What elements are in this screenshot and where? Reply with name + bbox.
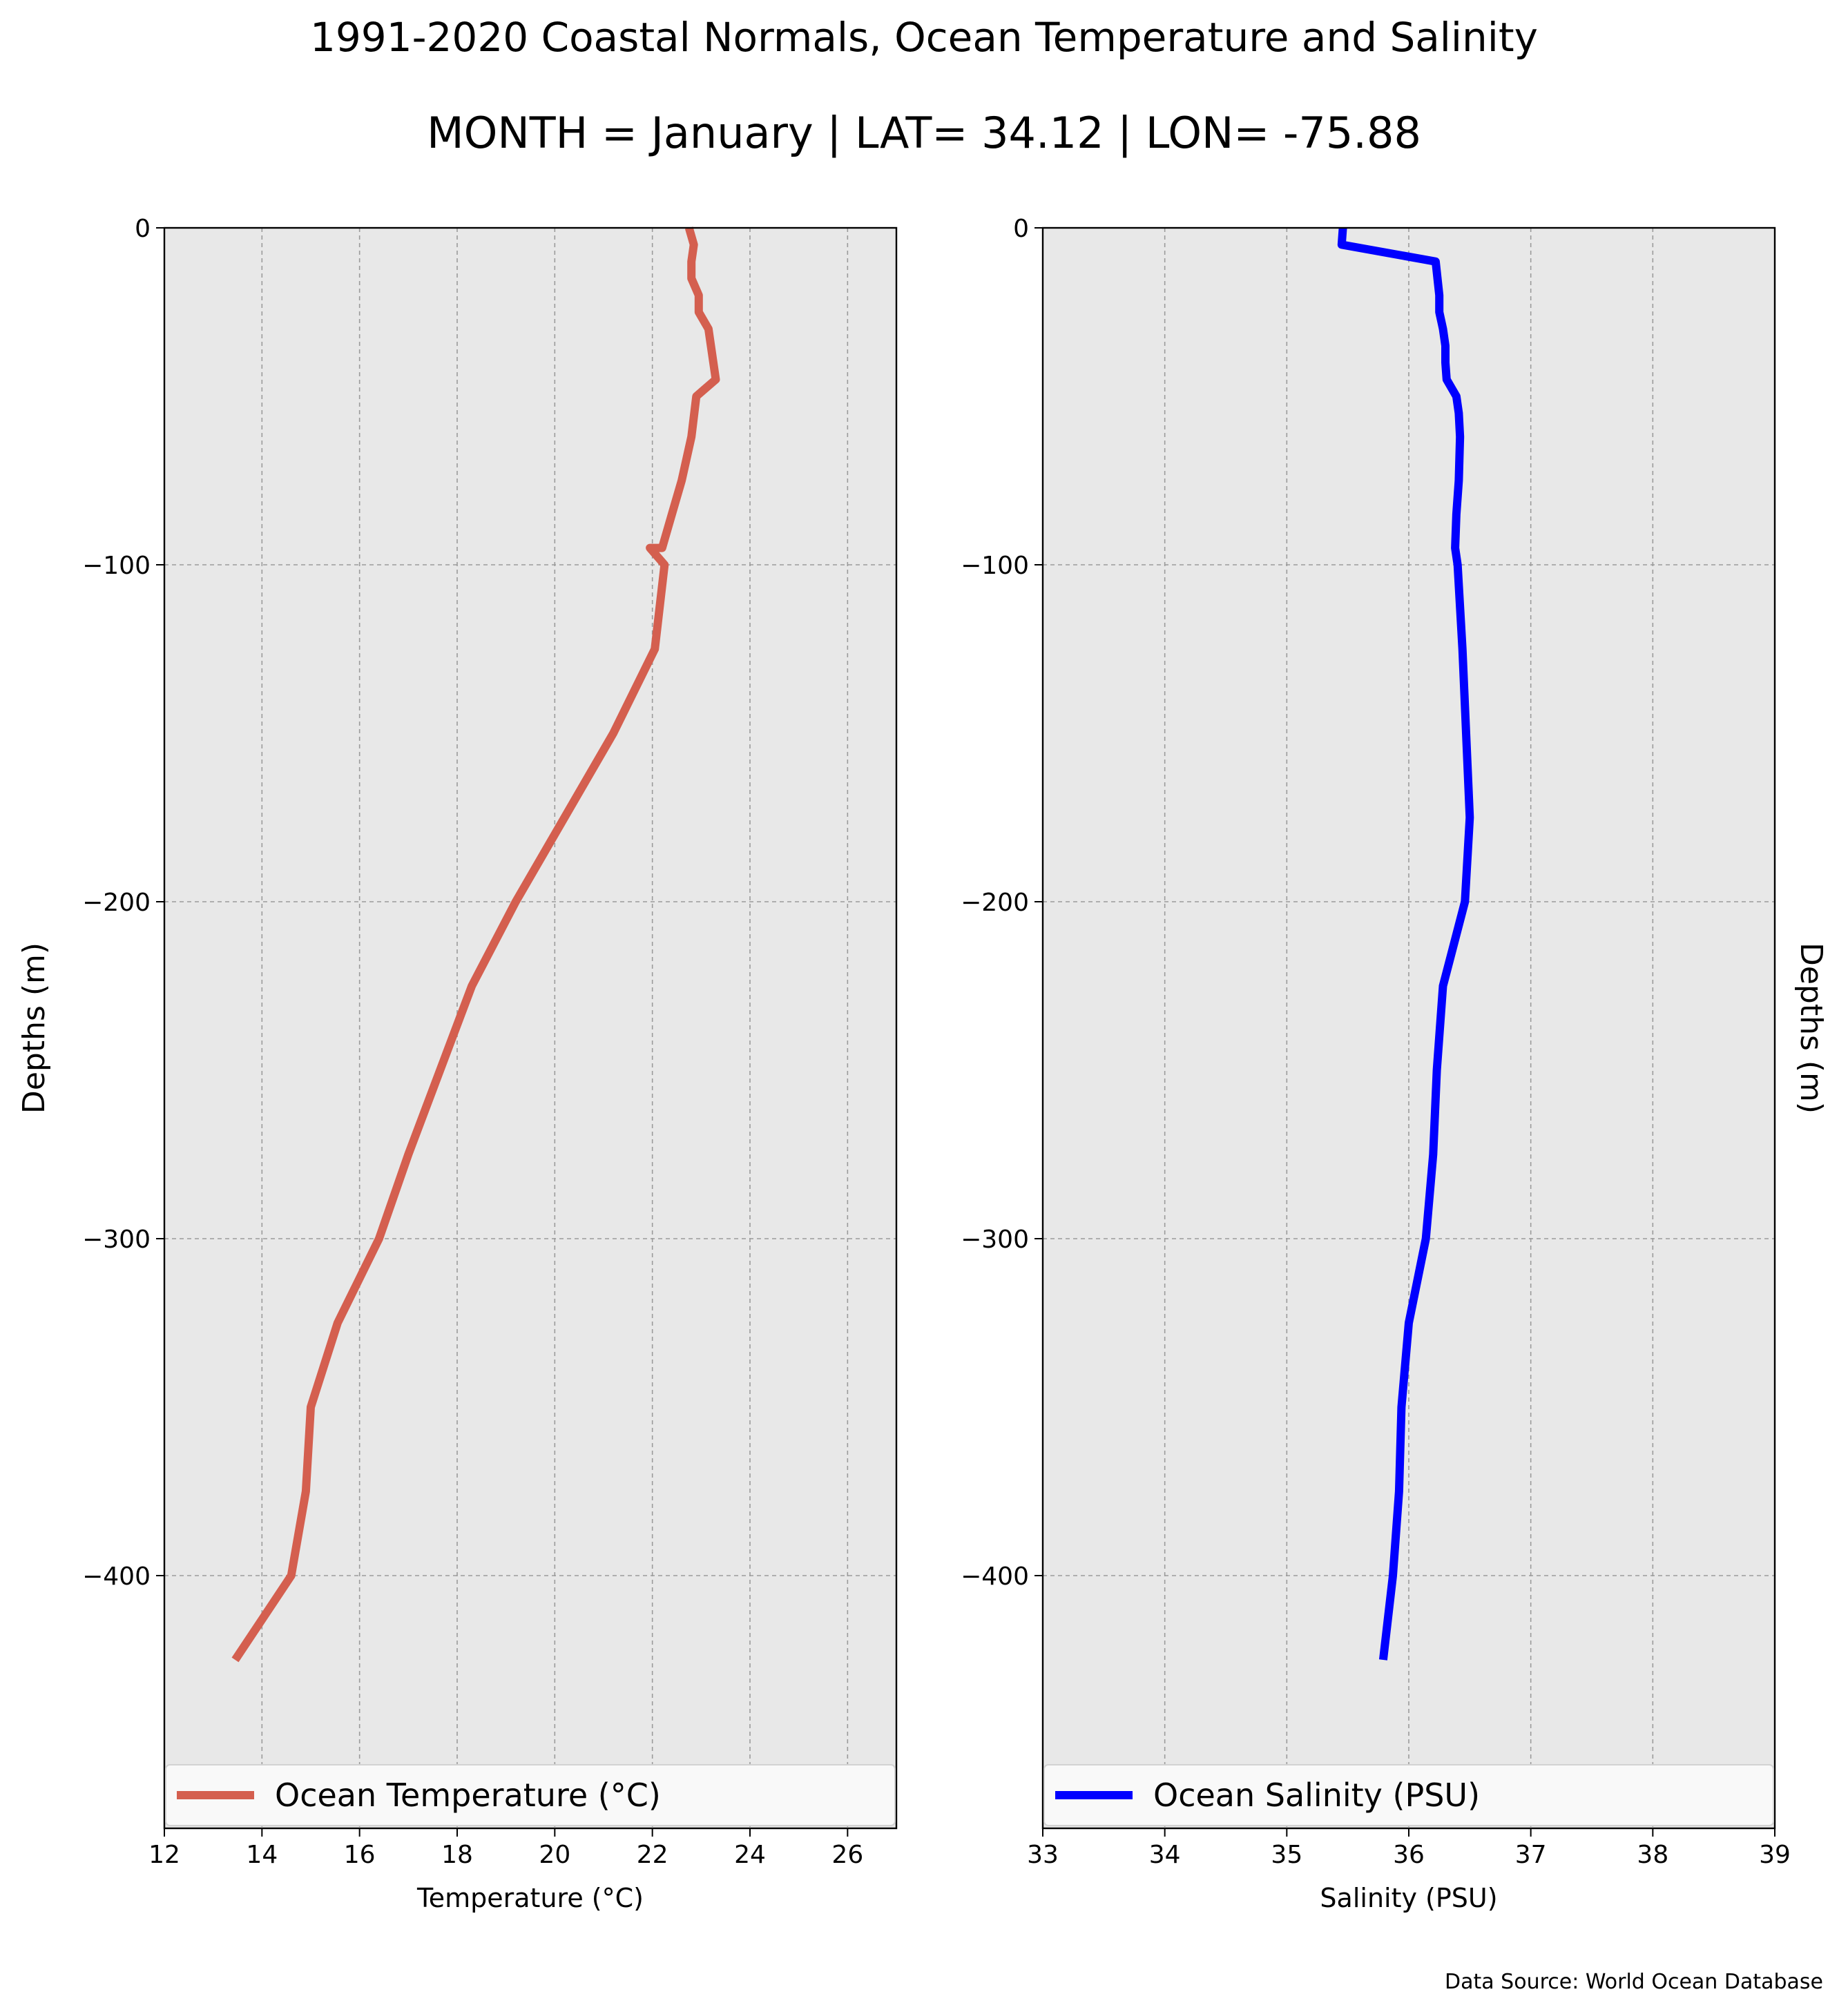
temperature-panel: 12 14 16 18 20 22 24 26 0 −100 −200 −300 −400 Ocean T…	[17, 215, 898, 1913]
data-source-note: Data Source: World Ocean Database	[1445, 1970, 1823, 1994]
plot-frame	[163, 226, 898, 1830]
y-tick-label: −200	[961, 889, 1029, 917]
series-line	[231, 226, 720, 1663]
legend-label: Ocean Temperature (°C)	[275, 1777, 661, 1814]
x-tick-label: 22	[637, 1841, 668, 1869]
x-tick-label: 37	[1515, 1841, 1547, 1869]
x-tick-label: 16	[344, 1841, 376, 1869]
legend-box	[165, 1764, 896, 1826]
legend: Ocean Salinity (PSU)	[1043, 1764, 1774, 1826]
x-tick-label: 36	[1393, 1841, 1425, 1869]
x-tick-label: 39	[1759, 1841, 1791, 1869]
plot-area	[164, 228, 896, 1828]
figure-title: 1991-2020 Coastal Normals, Ocean Tempera…	[310, 14, 1538, 61]
y-tick-label: −400	[961, 1562, 1029, 1591]
salinity-panel: 33 34 35 36 37 38 39 0 −100 −200 −300 −400 Ocean Sal…	[961, 215, 1829, 1913]
y-tick-label: 0	[135, 215, 151, 243]
x-tick-label: 35	[1271, 1841, 1302, 1869]
y-axis-label: Depths (m)	[1793, 942, 1829, 1114]
y-tick-label: −100	[961, 552, 1029, 580]
legend-box	[1043, 1764, 1774, 1826]
x-tick-label: 38	[1637, 1841, 1668, 1869]
y-tick-label: −400	[82, 1562, 151, 1591]
y-tick-label: 0	[1013, 215, 1029, 243]
x-tick-label: 26	[831, 1841, 863, 1869]
x-tick-label: 14	[246, 1841, 278, 1869]
y-tick-label: −300	[82, 1226, 151, 1254]
x-tick-label: 33	[1027, 1841, 1059, 1869]
x-tick-label: 20	[539, 1841, 570, 1869]
series-line	[1337, 227, 1474, 1661]
x-tick-label: 34	[1149, 1841, 1181, 1869]
y-tick-label: −100	[82, 552, 151, 580]
x-axis-label: Temperature (°C)	[416, 1883, 644, 1913]
figure-subtitle: MONTH = January | LAT= 34.12 | LON= -75.…	[427, 108, 1421, 159]
y-tick-label: −300	[961, 1226, 1029, 1254]
legend: Ocean Temperature (°C)	[165, 1764, 896, 1826]
x-tick-label: 18	[441, 1841, 473, 1869]
x-tick-label: 24	[734, 1841, 766, 1869]
plot-frame	[1041, 226, 1776, 1830]
y-tick-label: −200	[82, 889, 151, 917]
x-tick-label: 12	[148, 1841, 180, 1869]
y-axis-label: Depths (m)	[17, 942, 52, 1114]
legend-label: Ocean Salinity (PSU)	[1153, 1777, 1480, 1814]
x-axis-label: Salinity (PSU)	[1320, 1883, 1497, 1913]
